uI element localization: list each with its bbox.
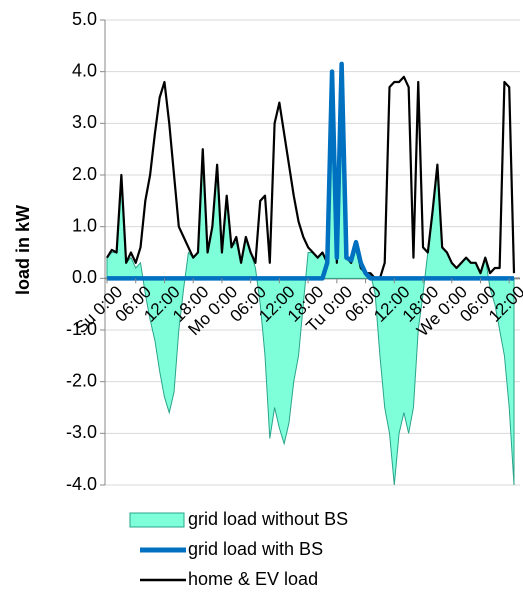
area [106, 66, 515, 486]
y-tick-label: -2.0 [66, 370, 97, 390]
legend-label: grid load with BS [188, 539, 323, 559]
y-axis-title: load in kW [13, 205, 33, 295]
legend-swatch [129, 512, 185, 528]
y-tick-label: 5.0 [72, 9, 97, 29]
line [107, 61, 514, 281]
legend-label: home & EV load [188, 569, 318, 589]
y-tick-label: -1.0 [66, 319, 97, 339]
y-tick-label: 2.0 [72, 164, 97, 184]
y-tick-label: 4.0 [72, 60, 97, 80]
y-tick-label: 3.0 [72, 112, 97, 132]
line [106, 65, 516, 280]
y-tick-label: -3.0 [66, 422, 97, 442]
y-tick-label: -4.0 [66, 474, 97, 494]
y-tick-label: 0.0 [72, 267, 97, 287]
legend-label: grid load without BS [188, 509, 348, 529]
y-tick-label: 1.0 [72, 215, 97, 235]
